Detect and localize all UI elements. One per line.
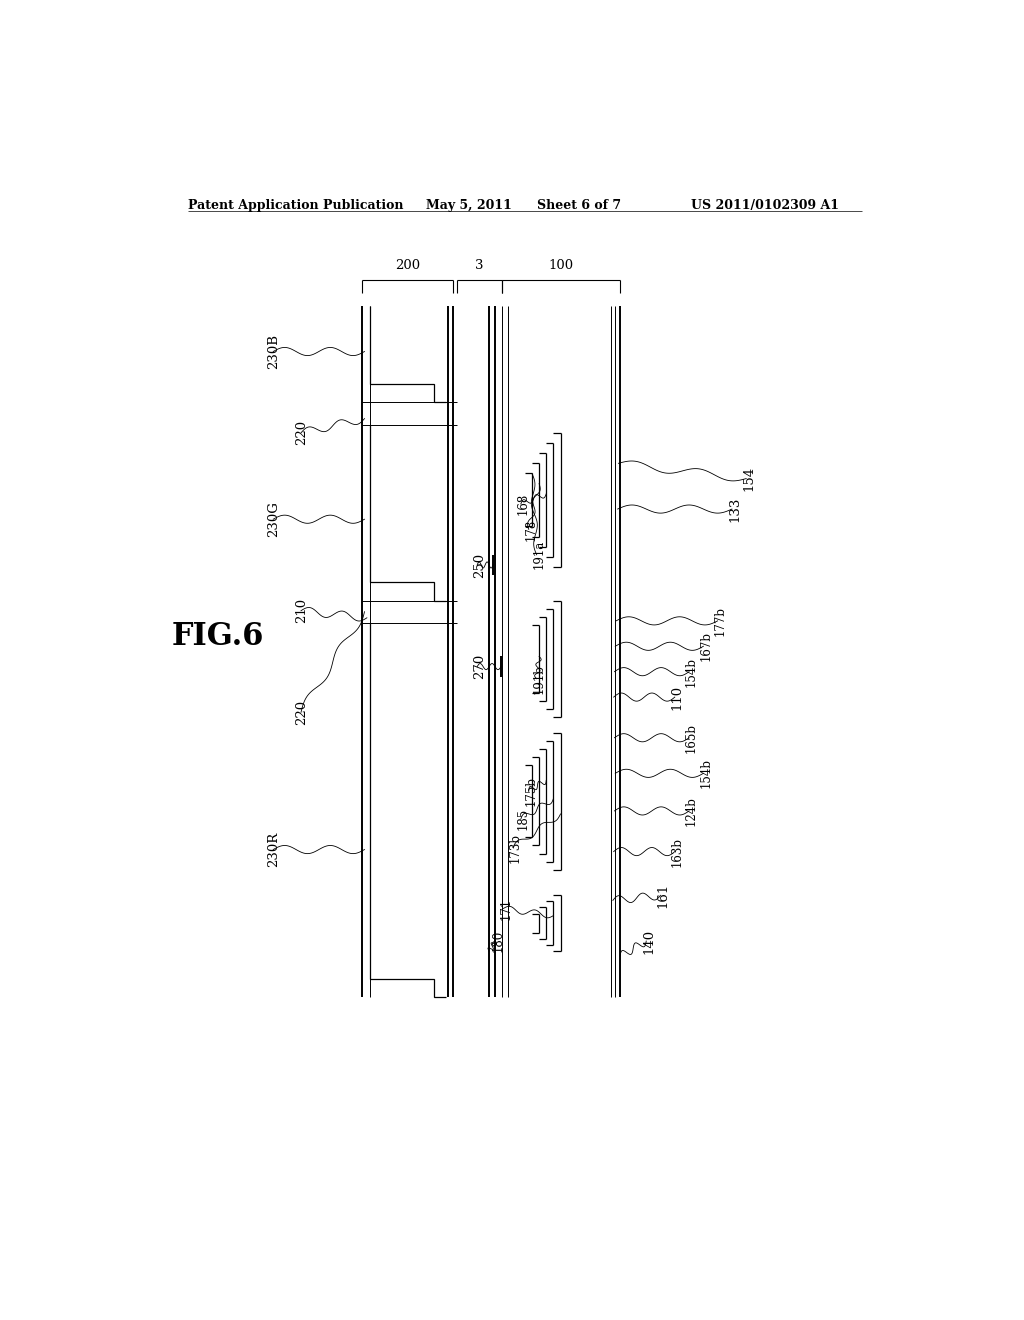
Text: 161: 161 xyxy=(656,883,670,908)
Text: 100: 100 xyxy=(548,259,573,272)
Text: 171: 171 xyxy=(500,898,512,920)
Text: 133: 133 xyxy=(728,496,741,521)
Text: 173b: 173b xyxy=(509,833,522,862)
Text: 110: 110 xyxy=(671,685,684,710)
Text: 230R: 230R xyxy=(267,832,280,867)
Text: 191a: 191a xyxy=(532,540,546,569)
Text: 163b: 163b xyxy=(671,837,684,867)
Text: 200: 200 xyxy=(395,259,420,272)
Text: 140: 140 xyxy=(642,928,655,953)
Text: 180: 180 xyxy=(492,929,505,952)
Text: 220: 220 xyxy=(295,420,307,445)
Text: 154: 154 xyxy=(742,466,756,491)
Text: 3: 3 xyxy=(475,259,483,272)
Text: May 5, 2011: May 5, 2011 xyxy=(426,199,511,213)
Text: 230B: 230B xyxy=(267,334,280,370)
Text: FIG.6: FIG.6 xyxy=(172,620,264,652)
Text: 165b: 165b xyxy=(685,723,698,752)
Text: US 2011/0102309 A1: US 2011/0102309 A1 xyxy=(691,199,840,213)
Text: 191b: 191b xyxy=(532,664,546,694)
Text: 177b: 177b xyxy=(714,606,727,636)
Text: 175b: 175b xyxy=(524,776,538,805)
Text: Patent Application Publication: Patent Application Publication xyxy=(187,199,403,213)
Text: 210: 210 xyxy=(295,598,307,623)
Text: 185: 185 xyxy=(517,808,529,830)
Text: 178: 178 xyxy=(524,519,538,540)
Text: 167b: 167b xyxy=(699,631,713,661)
Text: 154b: 154b xyxy=(685,656,698,686)
Text: 220: 220 xyxy=(295,700,307,725)
Text: 270: 270 xyxy=(473,653,486,680)
Text: 154b: 154b xyxy=(699,758,713,788)
Text: 124b: 124b xyxy=(685,796,698,826)
Text: 168: 168 xyxy=(517,492,529,515)
Text: Sheet 6 of 7: Sheet 6 of 7 xyxy=(537,199,621,213)
Text: 250: 250 xyxy=(473,552,486,578)
Text: 230G: 230G xyxy=(267,502,280,537)
